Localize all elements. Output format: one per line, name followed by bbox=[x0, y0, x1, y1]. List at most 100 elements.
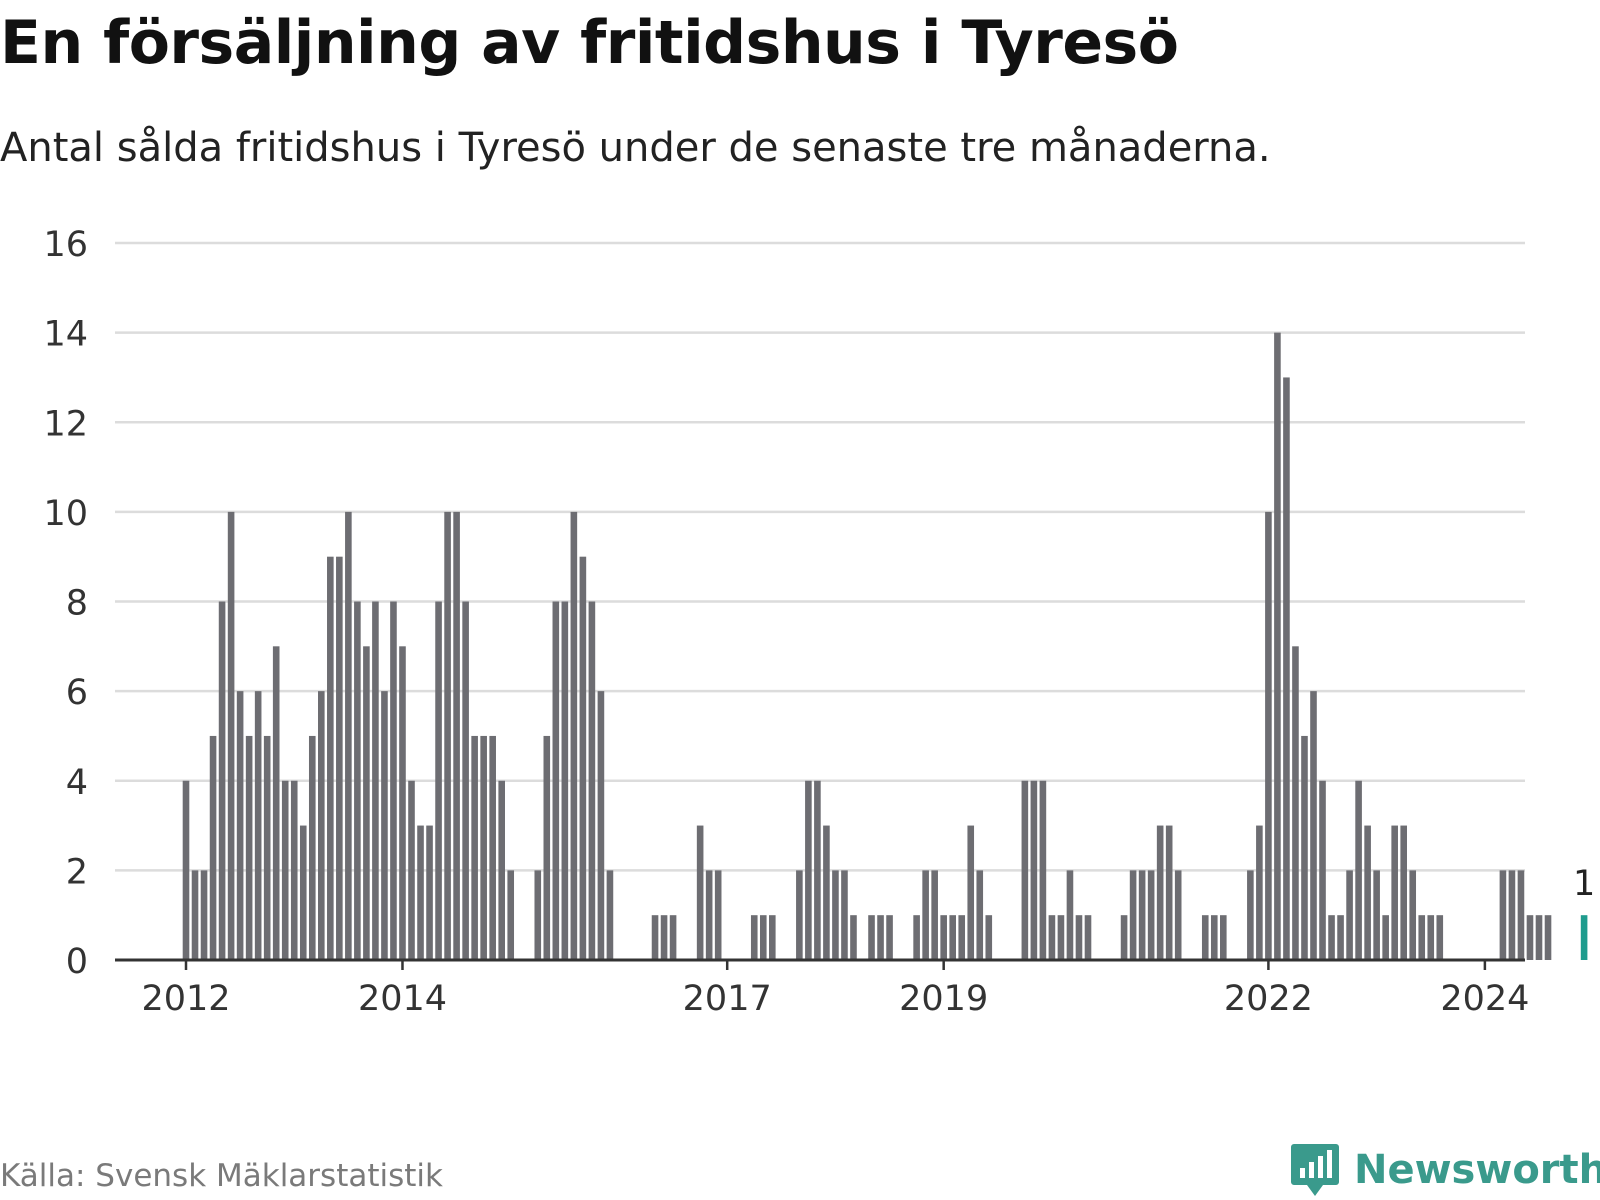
bar bbox=[1292, 646, 1299, 960]
bar bbox=[453, 511, 460, 960]
bar bbox=[1346, 870, 1353, 960]
bar bbox=[354, 601, 361, 960]
bar bbox=[1210, 915, 1218, 960]
bar bbox=[254, 691, 262, 960]
bar bbox=[1391, 825, 1398, 960]
bar bbox=[363, 646, 370, 960]
bar bbox=[1328, 915, 1335, 960]
highlight-data-label: 1 bbox=[1573, 864, 1595, 904]
bar bbox=[1201, 915, 1209, 960]
bar bbox=[245, 735, 253, 960]
bar bbox=[1409, 870, 1417, 960]
bar bbox=[552, 601, 560, 960]
bar bbox=[1382, 915, 1389, 960]
bar bbox=[399, 646, 406, 960]
bar bbox=[381, 691, 388, 960]
bar bbox=[426, 825, 433, 960]
bar bbox=[886, 915, 893, 960]
bar bbox=[408, 780, 415, 960]
bar bbox=[1084, 915, 1092, 960]
bar bbox=[606, 870, 614, 960]
bar bbox=[507, 870, 515, 960]
bar bbox=[832, 870, 839, 960]
bar bbox=[985, 915, 993, 960]
bar bbox=[462, 601, 469, 960]
bar bbox=[940, 915, 947, 960]
bar bbox=[1301, 735, 1308, 960]
bar bbox=[1508, 870, 1516, 960]
bar bbox=[372, 601, 379, 960]
y-tick-label: 16 bbox=[43, 225, 88, 265]
y-tick-label: 4 bbox=[66, 763, 88, 803]
bar bbox=[1319, 780, 1326, 960]
bar bbox=[1165, 825, 1173, 960]
bar bbox=[1436, 915, 1444, 960]
bar-chart: 0 2 4 6 8 10 12 14 16 2012 2014 2017 2019 2022 2024 1 bbox=[43, 225, 1595, 1019]
bar bbox=[1337, 915, 1344, 960]
bar bbox=[1499, 870, 1507, 960]
bar bbox=[588, 601, 596, 960]
bar bbox=[714, 870, 722, 960]
bar bbox=[561, 601, 569, 960]
bar bbox=[705, 870, 713, 960]
bar bbox=[236, 691, 244, 960]
bar bbox=[660, 915, 668, 960]
y-tick-label: 8 bbox=[66, 584, 88, 624]
chart-subtitle: Antal sålda fritidshus i Tyresö under de… bbox=[0, 125, 1271, 171]
bar bbox=[931, 870, 938, 960]
bar bbox=[417, 825, 424, 960]
bar bbox=[1066, 870, 1074, 960]
bar bbox=[336, 556, 343, 960]
bar bbox=[1274, 332, 1281, 960]
bar bbox=[579, 556, 587, 960]
y-tick-label: 0 bbox=[66, 942, 88, 982]
bar bbox=[922, 870, 929, 960]
bar bbox=[967, 825, 975, 960]
bar bbox=[489, 735, 496, 960]
bar bbox=[1265, 511, 1272, 960]
x-tick-label: 2014 bbox=[358, 979, 447, 1019]
bar bbox=[272, 646, 280, 960]
bar bbox=[669, 915, 677, 960]
newsworthy-logo-icon bbox=[1291, 1144, 1339, 1196]
bar bbox=[1220, 915, 1227, 960]
y-tick-label: 10 bbox=[43, 494, 88, 534]
bar bbox=[299, 825, 307, 960]
bar bbox=[1544, 915, 1552, 960]
bar bbox=[327, 556, 334, 960]
bar bbox=[290, 780, 298, 960]
bar bbox=[1400, 825, 1407, 960]
bar bbox=[1030, 780, 1038, 960]
bar bbox=[1247, 870, 1254, 960]
bar bbox=[471, 735, 478, 960]
bar bbox=[200, 870, 208, 960]
bar bbox=[958, 915, 966, 960]
bar bbox=[976, 870, 984, 960]
bar bbox=[696, 825, 704, 960]
bar bbox=[1517, 870, 1525, 960]
bar bbox=[1355, 780, 1362, 960]
x-tick-label: 2019 bbox=[899, 979, 988, 1019]
bar bbox=[1174, 870, 1182, 960]
bar bbox=[191, 870, 199, 960]
bar bbox=[390, 601, 397, 960]
bar bbox=[543, 735, 551, 960]
bar bbox=[796, 870, 803, 960]
bar bbox=[1039, 780, 1047, 960]
bar bbox=[1418, 915, 1426, 960]
bar bbox=[814, 780, 821, 960]
bar bbox=[823, 825, 830, 960]
bar bbox=[949, 915, 956, 960]
bar bbox=[480, 735, 487, 960]
bar bbox=[498, 780, 505, 960]
bar bbox=[1364, 825, 1371, 960]
highlight-bar bbox=[1580, 915, 1588, 960]
bar bbox=[1147, 870, 1155, 960]
bar bbox=[1129, 870, 1137, 960]
bar bbox=[1427, 915, 1435, 960]
bar bbox=[1526, 915, 1534, 960]
y-tick-label: 14 bbox=[43, 315, 88, 355]
brand: Newsworthy bbox=[1290, 1142, 1600, 1198]
bar bbox=[570, 511, 578, 960]
source-note: Källa: Svensk Mäklarstatistik bbox=[0, 1158, 443, 1194]
